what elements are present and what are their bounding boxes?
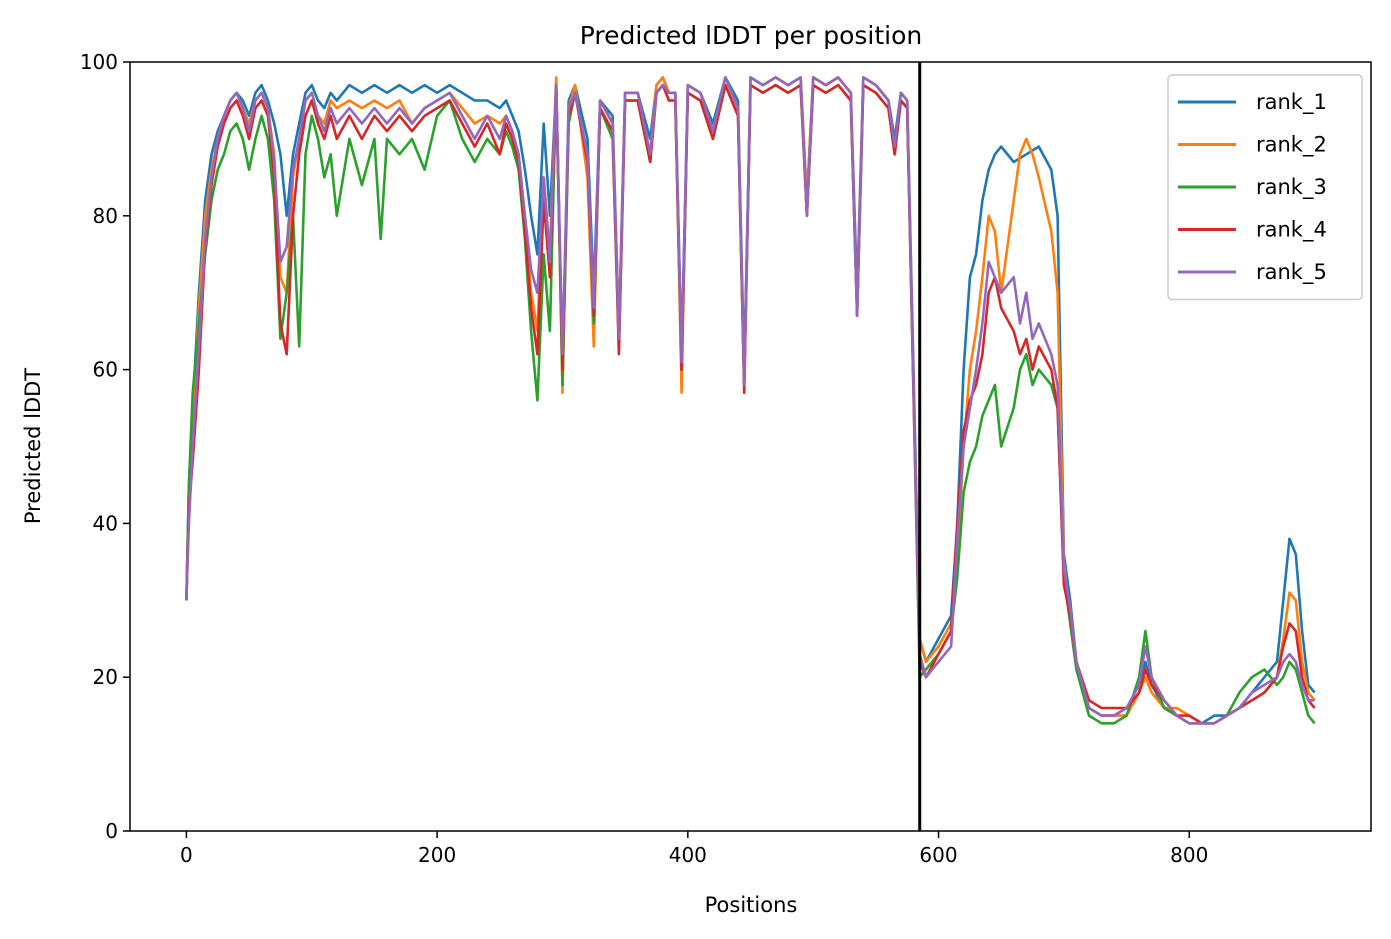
x-tick-label: 600 [919, 843, 957, 867]
x-tick-label: 200 [418, 843, 456, 867]
y-tick-label: 60 [93, 358, 118, 382]
x-tick-label: 0 [180, 843, 193, 867]
x-tick-label: 800 [1170, 843, 1208, 867]
y-axis-ticks: 0 20 40 60 80 100 [80, 50, 130, 843]
y-tick-label: 100 [80, 50, 118, 74]
x-tick-label: 400 [669, 843, 707, 867]
y-tick-label: 80 [93, 204, 118, 228]
series-line-rank_4 [185, 83, 1316, 725]
legend-label-rank_2: rank_2 [1256, 133, 1327, 158]
legend-label-rank_3: rank_3 [1256, 175, 1327, 200]
series-line-rank_5 [185, 76, 1315, 725]
legend-label-rank_5: rank_5 [1256, 260, 1327, 285]
x-axis-label: Positions [705, 893, 798, 917]
y-tick-label: 20 [93, 665, 118, 689]
legend-label-rank_1: rank_1 [1256, 90, 1327, 115]
series-line-rank_2 [185, 76, 1316, 725]
series-line-rank_1 [185, 76, 1316, 725]
legend-box [1167, 74, 1363, 301]
plot-frame [129, 61, 1372, 832]
legend-label-rank_4: rank_4 [1256, 218, 1327, 243]
y-tick-label: 0 [105, 819, 118, 843]
chart-title: Predicted lDDT per position [580, 21, 922, 50]
legend: rank_1 rank_2 rank_3 rank_4 rank_5 [1167, 74, 1363, 301]
y-axis-label: Predicted lDDT [21, 368, 45, 524]
series-line-rank_3 [185, 83, 1316, 725]
x-axis-ticks: 0 200 400 600 800 [180, 831, 1208, 867]
y-tick-label: 40 [93, 511, 118, 535]
plot-lines [185, 76, 1316, 725]
